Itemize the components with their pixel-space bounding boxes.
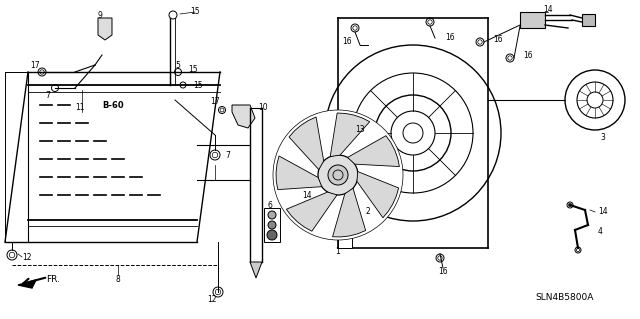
Polygon shape [232,105,255,128]
Text: 13: 13 [355,125,365,135]
Text: 17: 17 [30,61,40,70]
Text: 7: 7 [225,151,230,160]
Text: 5: 5 [175,61,180,70]
Polygon shape [348,136,399,167]
Text: 3: 3 [600,133,605,143]
Polygon shape [264,208,280,242]
Polygon shape [18,280,36,288]
Text: 14: 14 [302,190,312,199]
Polygon shape [286,192,337,231]
Text: 16: 16 [438,268,448,277]
Text: 15: 15 [193,80,203,90]
Polygon shape [250,262,262,278]
Text: 8: 8 [116,276,120,285]
Circle shape [273,110,403,240]
Text: 4: 4 [598,227,603,236]
Text: 17: 17 [210,98,220,107]
Text: 7: 7 [45,91,51,100]
Circle shape [328,165,348,185]
Polygon shape [330,113,370,157]
Circle shape [268,221,276,229]
Text: 15: 15 [188,65,198,75]
Polygon shape [338,230,352,248]
Polygon shape [582,14,595,26]
Text: 12: 12 [22,253,31,262]
Text: 11: 11 [76,103,84,113]
Text: 12: 12 [207,295,217,305]
Polygon shape [276,156,322,189]
Polygon shape [289,117,324,170]
Circle shape [268,211,276,219]
Text: 16: 16 [523,51,532,61]
Text: 1: 1 [335,248,340,256]
Text: 16: 16 [342,38,352,47]
Polygon shape [285,188,295,202]
Text: FR.: FR. [46,276,60,285]
Polygon shape [98,18,112,40]
Text: B-60: B-60 [102,100,124,109]
Text: 14: 14 [543,5,553,14]
Polygon shape [520,12,545,28]
Text: 16: 16 [445,33,454,42]
Text: 2: 2 [365,207,370,217]
Polygon shape [357,172,399,218]
Polygon shape [333,188,365,237]
Circle shape [318,155,358,195]
Text: SLN4B5800A: SLN4B5800A [536,293,594,302]
Text: 10: 10 [258,103,268,113]
Circle shape [267,230,277,240]
Text: 6: 6 [268,201,273,210]
Text: 9: 9 [97,11,102,19]
Text: 16: 16 [493,35,502,44]
Text: 14: 14 [598,207,607,217]
Text: 15: 15 [190,8,200,17]
